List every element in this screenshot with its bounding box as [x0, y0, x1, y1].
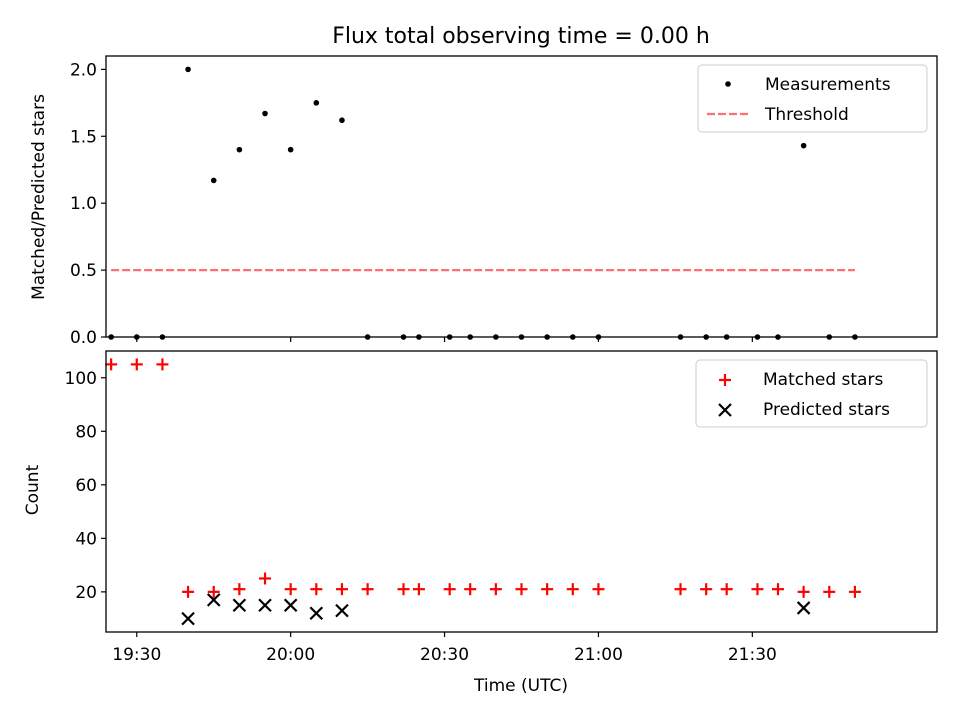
matched-stars-point: [310, 583, 323, 596]
top-axes-frame: [105, 55, 938, 338]
bottom-x-axis-label: Time (UTC): [473, 676, 568, 696]
x-tick-label: 19:30: [112, 645, 161, 665]
y-tick-label: 80: [75, 422, 97, 442]
matched-stars-point: [541, 583, 554, 596]
matched-stars-point: [156, 358, 169, 371]
legend-measurements-label: Measurements: [765, 75, 891, 95]
y-tick-label: 0.0: [70, 328, 97, 348]
predicted-stars-point: [796, 601, 811, 615]
top-chart-title: Flux total observing time = 0.00 h: [332, 24, 710, 49]
measurement-point: [313, 100, 320, 106]
top-legend: Measurements Threshold: [697, 64, 928, 133]
matched-stars-point: [566, 583, 579, 596]
matched-stars-point: [823, 585, 836, 598]
bottom-legend: Matched stars Predicted stars: [695, 359, 928, 428]
bottom-y-axis-label: Count: [23, 464, 43, 515]
top-y-axis-label: Matched/Predicted stars: [29, 94, 49, 300]
predicted-stars-point: [335, 603, 349, 618]
matched-stars-point: [207, 585, 220, 598]
matched-stars-point: [397, 583, 410, 596]
matched-stars-point: [412, 583, 425, 596]
matched-stars-point: [233, 583, 246, 596]
y-tick-label: 1.0: [70, 194, 97, 214]
x-tick-label: 20:00: [266, 645, 315, 665]
measurement-point: [339, 117, 345, 124]
matched-stars-point: [771, 583, 784, 596]
matched-stars-point: [797, 585, 810, 598]
matched-stars-point: [674, 583, 687, 596]
y-tick-label: 60: [75, 476, 97, 496]
legend-predicted-label: Predicted stars: [763, 400, 890, 420]
matched-stars-point: [361, 583, 374, 596]
predicted-stars-point: [181, 611, 195, 626]
legend-matched-label: Matched stars: [763, 370, 883, 390]
legend-measurements-marker: [725, 81, 731, 87]
bottom-legend-box: [695, 359, 928, 428]
matched-stars-point: [700, 583, 713, 596]
measurement-point: [236, 146, 243, 153]
matched-stars-point: [130, 358, 143, 371]
x-tick-label: 20:30: [420, 645, 469, 665]
predicted-stars-point: [258, 598, 272, 613]
matched-stars-point: [335, 583, 348, 596]
top-legend-box: [697, 64, 928, 133]
matched-stars-point: [284, 583, 297, 596]
y-tick-label: 2.0: [70, 60, 97, 80]
matched-stars-point: [848, 585, 861, 598]
x-tick-label: 21:00: [574, 645, 623, 665]
predicted-stars-point: [309, 606, 324, 621]
bottom-plot-area: 20 40 60 80 100 19:30 20:00 20:30 21:00 21:30: [65, 358, 861, 665]
matched-stars-point: [592, 583, 605, 596]
measurement-point: [185, 66, 191, 73]
x-tick-label: 21:30: [728, 645, 777, 665]
matched-stars-point: [751, 583, 764, 596]
measurement-point: [210, 177, 217, 184]
predicted-stars-point: [232, 598, 247, 613]
top-plot-area: 0.0 0.5 1.0 1.5 2.0: [70, 60, 858, 348]
matched-stars-point: [259, 572, 272, 585]
bottom-axes-frame: [105, 350, 938, 633]
matched-stars-point: [443, 583, 456, 596]
legend-matched-marker: [719, 374, 731, 386]
matched-stars-point: [515, 583, 528, 596]
predicted-stars-point: [206, 593, 221, 607]
legend-threshold-label: Threshold: [764, 105, 849, 125]
matched-stars-point: [489, 583, 502, 596]
measurement-point: [287, 146, 294, 153]
matched-stars-point: [182, 585, 195, 598]
matched-stars-point: [720, 583, 733, 596]
y-tick-label: 0.5: [70, 261, 97, 281]
y-tick-label: 1.5: [70, 127, 97, 147]
y-tick-label: 100: [65, 369, 97, 389]
matched-stars-point: [105, 358, 118, 371]
measurement-point: [262, 110, 268, 117]
y-tick-label: 20: [75, 583, 97, 603]
legend-predicted-marker: [718, 403, 732, 417]
matched-stars-point: [464, 583, 477, 596]
predicted-stars-point: [283, 598, 298, 613]
measurement-point: [800, 142, 807, 149]
y-tick-label: 40: [75, 529, 97, 549]
